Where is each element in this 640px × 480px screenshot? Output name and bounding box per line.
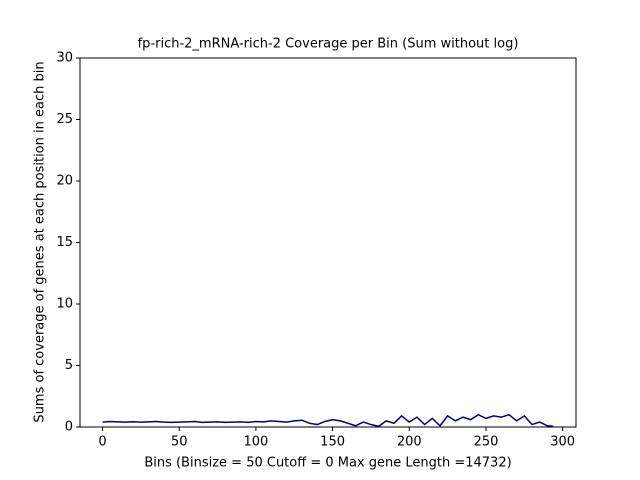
- data-line: [102, 413, 554, 428]
- y-tick-label: 20: [56, 174, 73, 189]
- x-tick-label: 100: [244, 435, 269, 450]
- x-tick-label: 50: [171, 435, 188, 450]
- x-axis-label: Bins (Binsize = 50 Cutoff = 0 Max gene L…: [144, 456, 511, 471]
- y-tick-label: 30: [56, 51, 73, 66]
- y-tick-label: 10: [56, 297, 73, 312]
- y-axis-label: Sums of coverage of genes at each positi…: [33, 61, 48, 422]
- y-tick-label: 0: [65, 420, 73, 435]
- plot-frame: [79, 57, 577, 428]
- chart-title: fp-rich-2_mRNA-rich-2 Coverage per Bin (…: [138, 37, 519, 52]
- x-tick-label: 250: [474, 435, 499, 450]
- x-tick-label: 300: [550, 435, 575, 450]
- y-tick-label: 5: [65, 358, 73, 373]
- y-tick-label: 15: [56, 235, 73, 250]
- x-tick-label: 0: [98, 435, 106, 450]
- x-tick-label: 200: [397, 435, 422, 450]
- x-tick-label: 150: [320, 435, 345, 450]
- y-tick-label: 25: [56, 112, 73, 127]
